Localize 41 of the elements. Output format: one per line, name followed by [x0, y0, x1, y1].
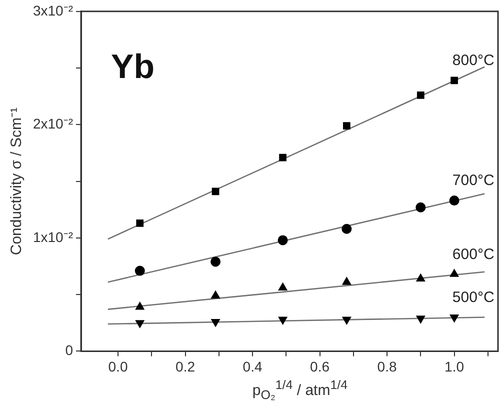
annotation: Yb: [111, 48, 154, 86]
x-axis-title: p$_{O₂}$$^{1/4}$ / atm$^{1/4}$: [251, 378, 349, 402]
point: [135, 302, 144, 310]
x-tick-label: 0.4: [242, 358, 262, 374]
point: [450, 314, 459, 322]
y-tick-label: 0: [65, 342, 74, 358]
x-tick-label: 1.0: [444, 358, 464, 374]
point: [212, 188, 220, 196]
point: [342, 277, 352, 285]
y-tick-label: 3x10⁻²: [32, 2, 74, 18]
point: [416, 316, 426, 324]
point: [278, 235, 288, 246]
point: [135, 320, 144, 328]
point: [342, 316, 352, 324]
point: [342, 224, 352, 234]
y-tick-label: 2x10⁻²: [32, 116, 74, 132]
series-label: 800°C: [452, 52, 494, 70]
point: [416, 202, 426, 212]
x-tick-label: 0.6: [310, 358, 330, 374]
x-tick-label: 0.0: [108, 358, 128, 374]
point: [342, 122, 350, 130]
series-label: 600°C: [452, 246, 494, 263]
point: [278, 316, 288, 324]
series-label: 700°C: [452, 172, 494, 190]
point: [450, 76, 458, 84]
point: [449, 196, 460, 206]
y-tick-label: 1x10⁻²: [32, 228, 74, 245]
y-axis-title: Conductivity σ / Scm⁻¹: [8, 107, 26, 256]
point: [416, 274, 426, 282]
x-tick-label: 0.8: [377, 358, 397, 374]
point: [210, 256, 221, 267]
x-tick-label: 0.2: [176, 358, 196, 374]
point: [211, 290, 220, 298]
point: [134, 266, 145, 276]
point: [450, 269, 459, 277]
point: [278, 282, 288, 291]
series-label: 500°C: [452, 288, 494, 306]
point: [211, 319, 220, 327]
point: [416, 92, 424, 99]
point: [136, 220, 144, 227]
point: [279, 154, 286, 162]
